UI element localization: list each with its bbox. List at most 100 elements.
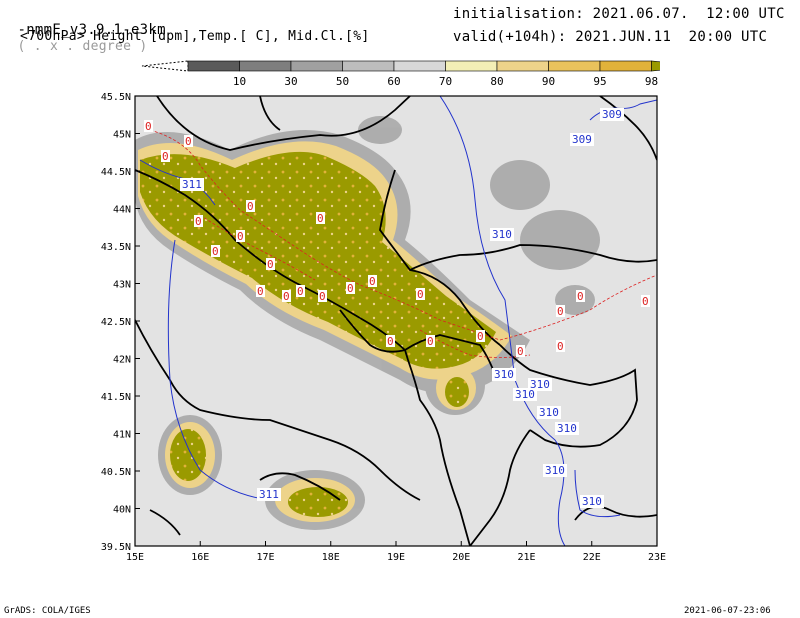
lon-tick-label: 18E [322, 552, 340, 563]
height-label: 309 [572, 133, 592, 146]
model-title: -nmmE_v3.9.1-e3km ( . x . degree ) [0, 6, 166, 54]
temp-label-bg [184, 135, 193, 147]
temp-label: 0 [557, 305, 564, 318]
colorbar-tick-label: 10 [233, 75, 246, 88]
height-label: 309 [602, 108, 622, 121]
lat-tick-label: 45N [113, 130, 131, 141]
height-label: 310 [545, 464, 565, 477]
temp-label-bg [246, 200, 255, 212]
colorbar-tick-label: 80 [490, 75, 503, 88]
height-label: 310 [539, 406, 559, 419]
lat-tick-label: 41.5N [101, 392, 131, 403]
colorbar-tick-label: 95 [593, 75, 606, 88]
temp-label: 0 [162, 150, 169, 163]
temp-label: 0 [577, 290, 584, 303]
temp-label: 0 [283, 290, 290, 303]
init-time: initialisation: 2021.06.07. 12:00 UTC [453, 6, 785, 22]
temp-label-bg [476, 330, 485, 342]
temp-label-bg [161, 150, 170, 162]
colorbar-tick-label: 70 [439, 75, 452, 88]
temp-label: 0 [369, 275, 376, 288]
temp-label-bg [416, 288, 425, 300]
height-label: 310 [530, 378, 550, 391]
temp-label: 0 [247, 200, 254, 213]
temp-label: 0 [212, 245, 219, 258]
height-label: 311 [259, 488, 279, 501]
lon-tick-label: 17E [256, 552, 274, 563]
temp-label-bg [256, 285, 265, 297]
temp-label-bg [144, 120, 153, 132]
temp-label: 0 [642, 295, 649, 308]
temp-label: 0 [195, 215, 202, 228]
lat-tick-label: 40.5N [101, 467, 131, 478]
height-label: 310 [494, 368, 514, 381]
temp-label: 0 [317, 212, 324, 225]
temp-label-bg [641, 295, 650, 307]
temp-label: 0 [347, 282, 354, 295]
temp-label: 0 [297, 285, 304, 298]
temp-label-bg [516, 345, 525, 357]
temp-label: 0 [387, 335, 394, 348]
lat-tick-label: 43N [113, 280, 131, 291]
height-label: 311 [182, 178, 202, 191]
footer-timestamp: 2021-06-07-23:06 [684, 606, 771, 616]
lat-tick-label: 45.5N [101, 92, 131, 103]
colorbar-tick-label: 90 [542, 75, 555, 88]
temp-label-bg [556, 340, 565, 352]
lat-tick-label: 39.5N [101, 542, 131, 553]
lat-tick-label: 42N [113, 355, 131, 366]
temp-label-bg [556, 305, 565, 317]
projection-note: ( . x . degree ) [17, 39, 148, 54]
temp-label: 0 [145, 120, 152, 133]
colorbar-tick-label: 30 [284, 75, 297, 88]
lat-tick-label: 44.5N [101, 167, 131, 178]
temp-label-bg [266, 258, 275, 270]
temp-label-bg [576, 290, 585, 302]
temp-label-bg [211, 245, 220, 257]
temp-label: 0 [267, 258, 274, 271]
temp-label: 0 [237, 230, 244, 243]
footer-credit: GrADS: COLA/IGES [4, 606, 91, 616]
temp-label: 0 [517, 345, 524, 358]
temp-label-bg [368, 275, 377, 287]
valid-time: valid(+104h): 2021.JUN.11 20:00 UTC [453, 29, 768, 45]
longitude-axis: 15E 16E 17E 18E 19E 20E 21E 22E 23E [126, 541, 666, 563]
lat-tick-label: 42.5N [101, 317, 131, 328]
temp-label-bg [194, 215, 203, 227]
temp-label-bg [236, 230, 245, 242]
temp-label: 0 [319, 290, 326, 303]
temp-label-bg [346, 282, 355, 294]
temp-label-bg [282, 290, 291, 302]
country-borders [135, 96, 657, 546]
lat-tick-label: 44N [113, 205, 131, 216]
temp-label: 0 [257, 285, 264, 298]
field-description: <700hPa> Height [dpm],Temp.[ C], Mid.Cl.… [20, 29, 370, 44]
colorbar-tick-label: 60 [387, 75, 400, 88]
height-labels: 309 309 311 310 310 310 310 310 310 310 … [180, 108, 624, 508]
lon-tick-label: 19E [387, 552, 405, 563]
temp-label-bg [318, 290, 327, 302]
temp-label: 0 [417, 288, 424, 301]
latitude-axis: 45.5N 45N 44.5N 44N 43.5N 43N 42.5N 42N 41.5N 41N… [101, 92, 140, 553]
height-label: 310 [515, 388, 535, 401]
lat-tick-label: 40N [113, 505, 131, 516]
colorbar-legend: 10 30 50 60 70 80 90 95 98 [141, 60, 660, 88]
lat-tick-label: 41N [113, 430, 131, 441]
lon-tick-label: 21E [517, 552, 535, 563]
lon-tick-label: 15E [126, 552, 144, 563]
height-label: 310 [492, 228, 512, 241]
height-label: 310 [557, 422, 577, 435]
colorbar-arrow-right [651, 60, 660, 72]
temp-label: 0 [557, 340, 564, 353]
temp-label: 0 [427, 335, 434, 348]
temp-label-bg [316, 212, 325, 224]
model-name: -nmmE_v3.9.1-e3km [17, 22, 166, 38]
temp-label-bg [296, 285, 305, 297]
height-label: 310 [582, 495, 602, 508]
temp-label: 0 [477, 330, 484, 343]
temp-label-bg [386, 335, 395, 347]
temp-label: 0 [185, 135, 192, 148]
temp-label-bg [426, 335, 435, 347]
lat-tick-label: 43.5N [101, 242, 131, 253]
